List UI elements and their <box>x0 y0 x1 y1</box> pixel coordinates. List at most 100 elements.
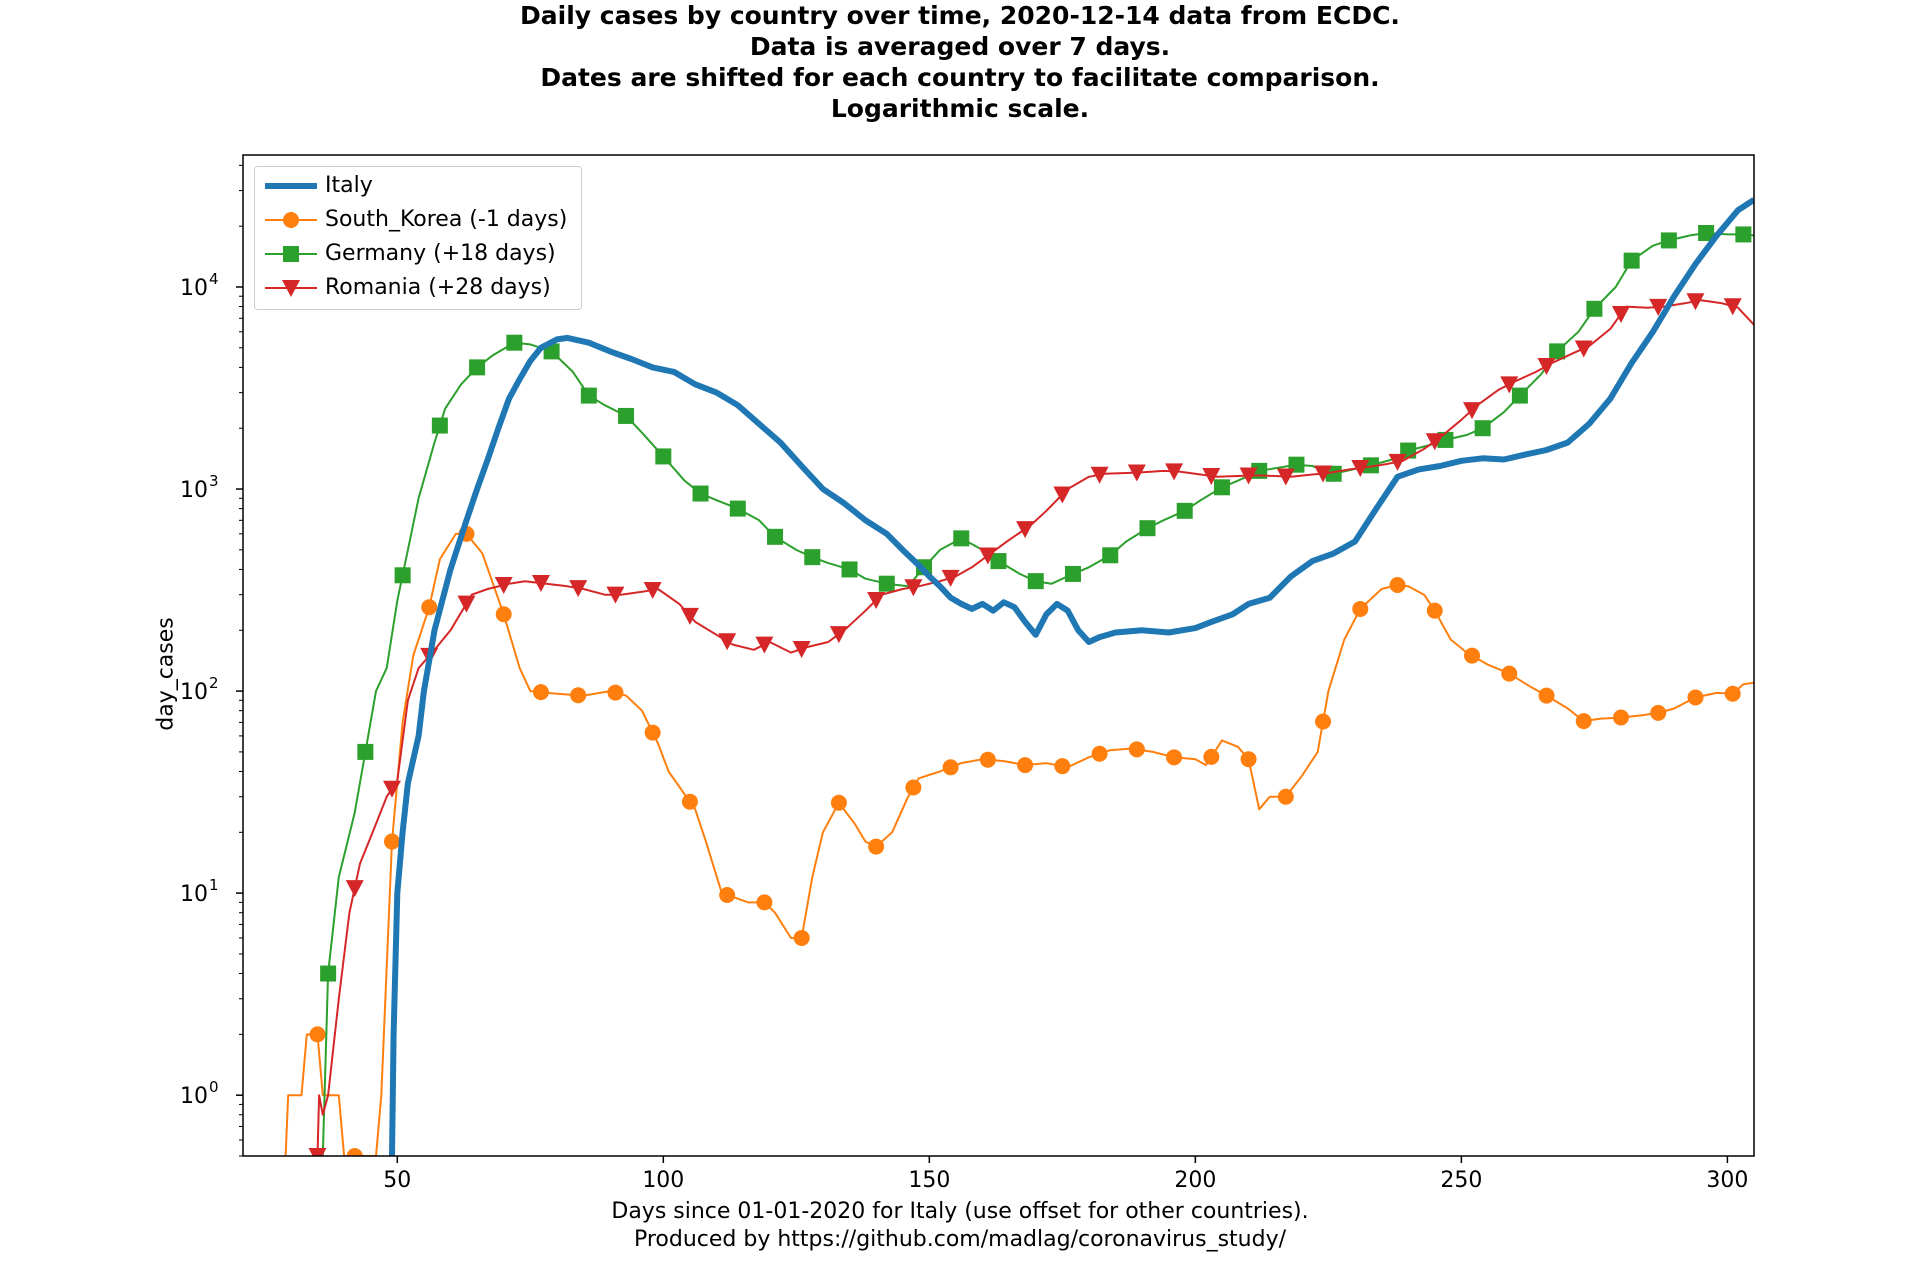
data-point-romania <box>904 579 923 597</box>
data-point-germany <box>953 530 970 547</box>
data-point-south_korea <box>1240 751 1257 768</box>
data-point-romania <box>1388 453 1407 471</box>
data-point-south_korea <box>607 684 624 701</box>
data-point-romania <box>1537 358 1556 376</box>
data-point-south_korea <box>644 724 661 741</box>
data-point-south_korea <box>1091 745 1108 762</box>
data-point-germany <box>1698 224 1715 241</box>
data-point-south_korea <box>495 606 512 623</box>
data-point-germany <box>394 567 411 584</box>
title-line-4: Logarithmic scale. <box>830 94 1090 123</box>
data-point-south_korea <box>719 886 736 903</box>
data-point-romania <box>1686 293 1705 311</box>
data-point-romania <box>457 595 476 613</box>
series-line-south_korea <box>284 532 1754 1156</box>
data-point-germany <box>431 417 448 434</box>
data-point-germany <box>1027 573 1044 590</box>
data-point-germany <box>1474 420 1491 437</box>
plot-frame <box>242 154 1755 1157</box>
y-axis-label: day_cases <box>153 617 179 731</box>
chart-title: Daily cases by country over time, 2020-1… <box>0 0 1920 124</box>
data-point-south_korea <box>1315 713 1332 730</box>
data-point-germany <box>357 743 374 760</box>
data-point-romania <box>829 626 848 644</box>
legend-swatch-romania <box>265 280 317 297</box>
data-point-south_korea <box>868 838 885 855</box>
data-point-romania <box>569 580 588 598</box>
data-point-romania <box>718 633 737 651</box>
y-tick-exponent: 3 <box>209 472 219 490</box>
x-axis-label-line-1: Days since 01-01-2020 for Italy (use off… <box>611 1199 1309 1224</box>
x-axis-ticks: 50 100 150 200 250 300 <box>383 1156 1748 1193</box>
data-point-germany <box>1586 300 1603 317</box>
title-line-3: Dates are shifted for each country to fa… <box>540 63 1380 92</box>
legend-label-romania: Romania (+28 days) <box>325 275 551 300</box>
y-tick-exponent: 1 <box>209 876 219 894</box>
data-point-romania <box>1127 464 1146 482</box>
data-point-south_korea <box>1389 576 1406 593</box>
data-point-romania <box>1053 486 1072 504</box>
legend-item-romania: Romania (+28 days) <box>255 271 581 305</box>
data-point-germany <box>1213 479 1230 496</box>
y-tick-exponent: 0 <box>209 1078 219 1096</box>
data-point-romania <box>1276 468 1295 486</box>
data-point-romania <box>680 607 699 625</box>
legend-item-italy: Italy <box>255 169 581 203</box>
y-tick-label: 10 <box>180 276 208 301</box>
data-point-germany <box>655 448 672 465</box>
data-point-romania <box>1500 376 1519 394</box>
data-point-south_korea <box>681 793 698 810</box>
legend: Italy South_Korea (-1 days) Germany (+18… <box>254 166 582 310</box>
data-point-romania <box>1611 306 1630 324</box>
data-point-germany <box>1549 343 1566 360</box>
data-point-germany <box>506 334 523 351</box>
y-tick-label: 10 <box>180 1084 208 1109</box>
data-point-south_korea <box>1538 687 1555 704</box>
data-point-romania <box>1202 468 1221 486</box>
legend-item-south-korea: South_Korea (-1 days) <box>255 203 581 237</box>
data-point-germany <box>1102 547 1119 564</box>
data-point-germany <box>469 359 486 376</box>
data-point-germany <box>1139 520 1156 537</box>
data-point-romania <box>345 880 364 898</box>
y-tick-label: 10 <box>180 680 208 705</box>
y-tick-label: 10 <box>180 478 208 503</box>
data-point-south_korea <box>383 833 400 850</box>
data-point-romania <box>1425 433 1444 451</box>
data-point-germany <box>729 500 746 517</box>
data-point-romania <box>1351 460 1370 478</box>
legend-item-germany: Germany (+18 days) <box>255 237 581 271</box>
data-point-germany <box>320 965 337 982</box>
data-point-south_korea <box>1352 600 1369 617</box>
data-point-south_korea <box>1166 749 1183 766</box>
data-point-germany <box>1176 502 1193 519</box>
y-tick-label: 10 <box>180 882 208 907</box>
data-point-romania <box>1239 467 1258 485</box>
x-axis-label: Days since 01-01-2020 for Italy (use off… <box>0 1198 1920 1254</box>
data-point-germany <box>1660 232 1677 249</box>
data-point-germany <box>767 528 784 545</box>
data-point-romania <box>867 592 886 610</box>
data-point-south_korea <box>1650 704 1667 721</box>
data-point-south_korea <box>830 794 847 811</box>
x-tick-label: 150 <box>908 1168 950 1193</box>
data-point-germany <box>990 553 1007 570</box>
data-point-romania <box>1016 521 1035 539</box>
x-tick-label: 100 <box>642 1168 684 1193</box>
data-point-south_korea <box>1501 665 1518 682</box>
data-point-romania <box>1463 402 1482 420</box>
data-point-germany <box>618 407 635 424</box>
data-point-germany <box>1735 226 1752 243</box>
data-point-south_korea <box>1017 757 1034 774</box>
data-point-south_korea <box>532 684 549 701</box>
data-point-south_korea <box>793 929 810 946</box>
data-point-romania <box>978 547 997 565</box>
data-point-south_korea <box>1426 602 1443 619</box>
data-point-south_korea <box>979 751 996 768</box>
y-tick-exponent: 2 <box>209 674 219 692</box>
x-axis-label-credit: Produced by https://github.com/madlag/co… <box>633 1227 1287 1252</box>
data-point-romania <box>1649 298 1668 316</box>
data-point-romania <box>382 780 401 798</box>
